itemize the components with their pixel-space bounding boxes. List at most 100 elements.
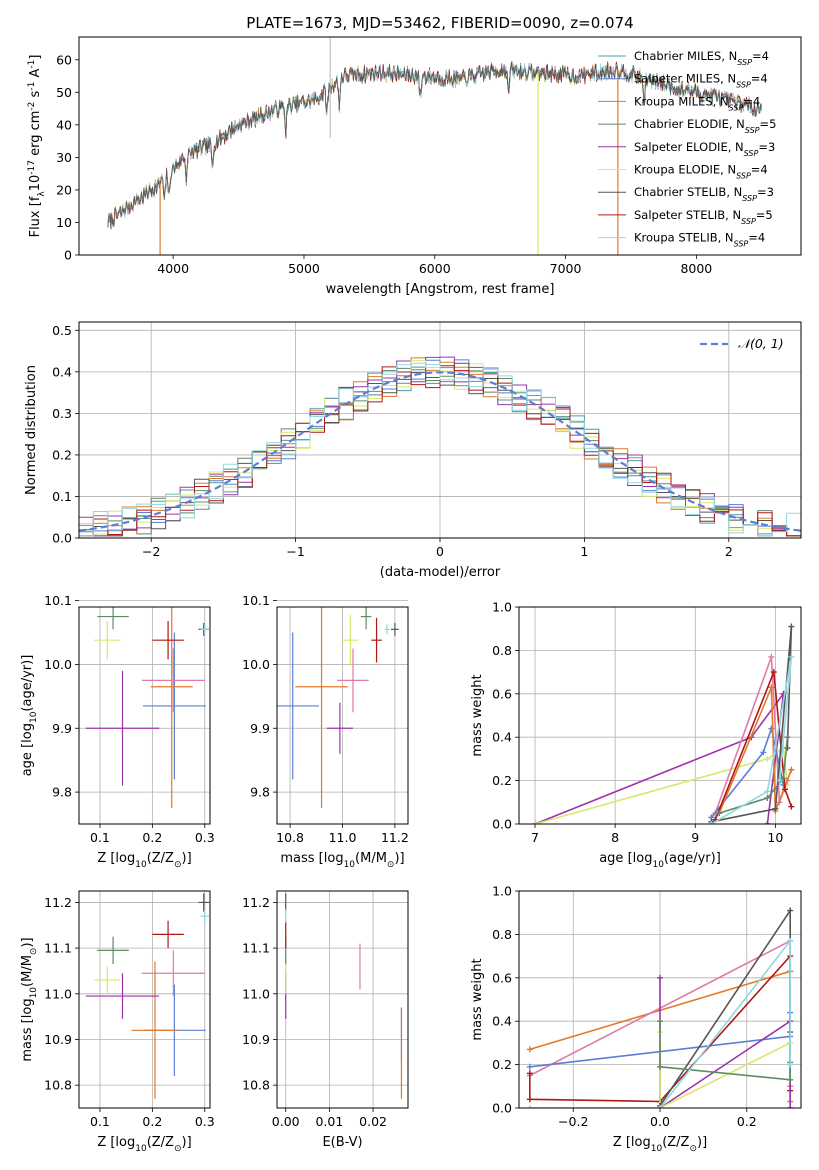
legend-label: Kroupa ELODIE, N — [634, 163, 736, 177]
data-point — [97, 936, 129, 965]
y-axis-label: mass [log10(M/M⊙)] — [20, 937, 39, 1061]
y-tick-label: 0.1 — [52, 489, 72, 504]
y-tick-label: 10.1 — [242, 593, 270, 608]
plot-grid: 4000 5000 6000 7000 80000102030405060wavelen… — [20, 36, 802, 1154]
x-tick-label: −1 — [286, 544, 304, 559]
legend: 𝒩(0, 1) — [700, 336, 784, 351]
y-tick-label: 30 — [56, 150, 72, 165]
weight-marker — [768, 684, 775, 691]
legend-label-tail: =5 — [760, 117, 777, 131]
data-point — [337, 648, 369, 713]
axes-frame — [78, 606, 211, 825]
legend-label: 𝒩(0, 1) — [738, 336, 784, 351]
data-point — [295, 607, 348, 809]
y-tick-label: 11.1 — [44, 941, 72, 956]
weight-marker — [784, 745, 791, 752]
legend-label-tail: =4 — [751, 72, 768, 86]
legend-entry: Salpeter STELIB, NSSP=5 — [634, 208, 773, 226]
data-point — [150, 607, 193, 809]
y-tick-label: 0.3 — [52, 406, 72, 421]
x-tick-label: 0.1 — [90, 830, 110, 845]
data-point — [97, 607, 129, 630]
y-tick-label: 20 — [56, 182, 72, 197]
y-tick-label: 50 — [56, 85, 72, 100]
y-tick-label: 0.4 — [492, 730, 512, 745]
data-point — [141, 950, 205, 997]
plot-content — [85, 893, 209, 1099]
weight-line — [710, 656, 793, 824]
x-axis-label: E(B-V) — [322, 1135, 362, 1150]
panel-residual_histogram: −2 −1 0 1 2 0.0 0.1 0.2 0.3 0.4 0.5 (data-model)/er… — [24, 321, 802, 580]
x-axis-label: Z [log10(Z/Z⊙)] — [613, 1135, 707, 1154]
y-tick-label: 0.2 — [492, 1057, 512, 1072]
x-tick-label: 8000 — [680, 261, 712, 276]
x-tick-label: 10 — [767, 830, 783, 845]
y-tick-label: 9.9 — [250, 721, 270, 736]
weight-line — [529, 938, 791, 1108]
weight-marker — [657, 1018, 663, 1025]
y-tick-label: 10.9 — [242, 1032, 270, 1047]
panel-z_vs_weight: −0.2 0.0 0.2 0.0 0.2 0.4 0.6 0.8 1.0 Z [log10(Z/Z… — [470, 884, 802, 1154]
weight-marker — [788, 766, 795, 773]
y-tick-label: 10 — [56, 215, 72, 230]
legend-label-sub: SSP — [736, 80, 751, 89]
weight-marker — [526, 1063, 533, 1070]
legend-label-sub: SSP — [742, 194, 757, 203]
y-tick-label: 10.1 — [44, 593, 72, 608]
x-tick-label: 0.2 — [737, 1114, 757, 1129]
axes-frame — [78, 36, 802, 256]
weight-marker — [657, 1063, 663, 1070]
y-tick-label: 0.0 — [52, 531, 72, 546]
panel-z_vs_age: 0.1 0.2 0.3 9.8 9.9 10.0 10.1 Z [log10(Z/Z⊙)] ag… — [20, 593, 215, 870]
x-tick-label: 0.01 — [315, 1114, 343, 1129]
x-tick-label: 0.2 — [142, 1114, 162, 1129]
data-point — [152, 920, 184, 949]
legend-entry: Kroupa MILES, NSSP=4 — [634, 94, 760, 112]
legend-label: Chabrier STELIB, N — [634, 185, 742, 199]
y-tick-label: 0.5 — [52, 323, 72, 338]
y-tick-label: 0.0 — [492, 817, 512, 832]
weight-marker — [764, 821, 771, 824]
x-tick-label: −0.2 — [558, 1114, 588, 1129]
y-tick-label: 0 — [64, 248, 72, 263]
x-tick-label: 0 — [436, 544, 444, 559]
legend-label-sub: SSP — [736, 171, 751, 180]
plot-content — [85, 607, 209, 809]
y-axis-label: age [log10(age/yr)] — [20, 655, 39, 777]
x-tick-label: 7000 — [550, 261, 582, 276]
axes-frame — [276, 890, 409, 1109]
y-tick-label: 0.4 — [492, 1014, 512, 1029]
data-point — [142, 632, 206, 780]
data-point — [384, 624, 390, 635]
plot-content — [526, 907, 794, 1108]
weight-marker — [526, 1096, 533, 1103]
legend-label: Salpeter ELODIE, N — [634, 140, 744, 154]
legend-entry: Salpeter ELODIE, NSSP=3 — [634, 140, 775, 158]
legend-entry: Chabrier MILES, NSSP=4 — [634, 49, 769, 67]
weight-line — [659, 1021, 791, 1081]
y-tick-label: 11.1 — [242, 941, 270, 956]
x-tick-label: 0.0 — [650, 1114, 670, 1129]
weight-marker — [708, 821, 715, 824]
legend-label-sub: SSP — [744, 148, 759, 157]
weight-marker — [787, 907, 794, 914]
axes-frame — [276, 606, 409, 825]
weight-marker — [526, 1070, 533, 1077]
y-axis-label: Flux [fλ10-17 erg cm-2 s-1 A-1] — [27, 55, 47, 238]
legend-label: Kroupa MILES, N — [634, 94, 729, 108]
plot-content — [79, 356, 801, 537]
weight-line — [718, 686, 793, 814]
y-tick-label: 11.0 — [242, 986, 270, 1001]
legend-label-tail: =3 — [758, 140, 775, 154]
data-point — [85, 670, 160, 786]
weight-marker — [787, 937, 794, 944]
weight-line — [659, 907, 791, 1107]
legend-entry: Chabrier STELIB, NSSP=3 — [634, 185, 774, 203]
x-axis-label: Z [log10(Z/Z⊙)] — [97, 1135, 191, 1154]
weight-marker — [776, 777, 783, 784]
y-tick-label: 40 — [56, 117, 72, 132]
legend-entry: Kroupa STELIB, NSSP=4 — [634, 231, 765, 249]
weight-marker — [532, 821, 539, 824]
